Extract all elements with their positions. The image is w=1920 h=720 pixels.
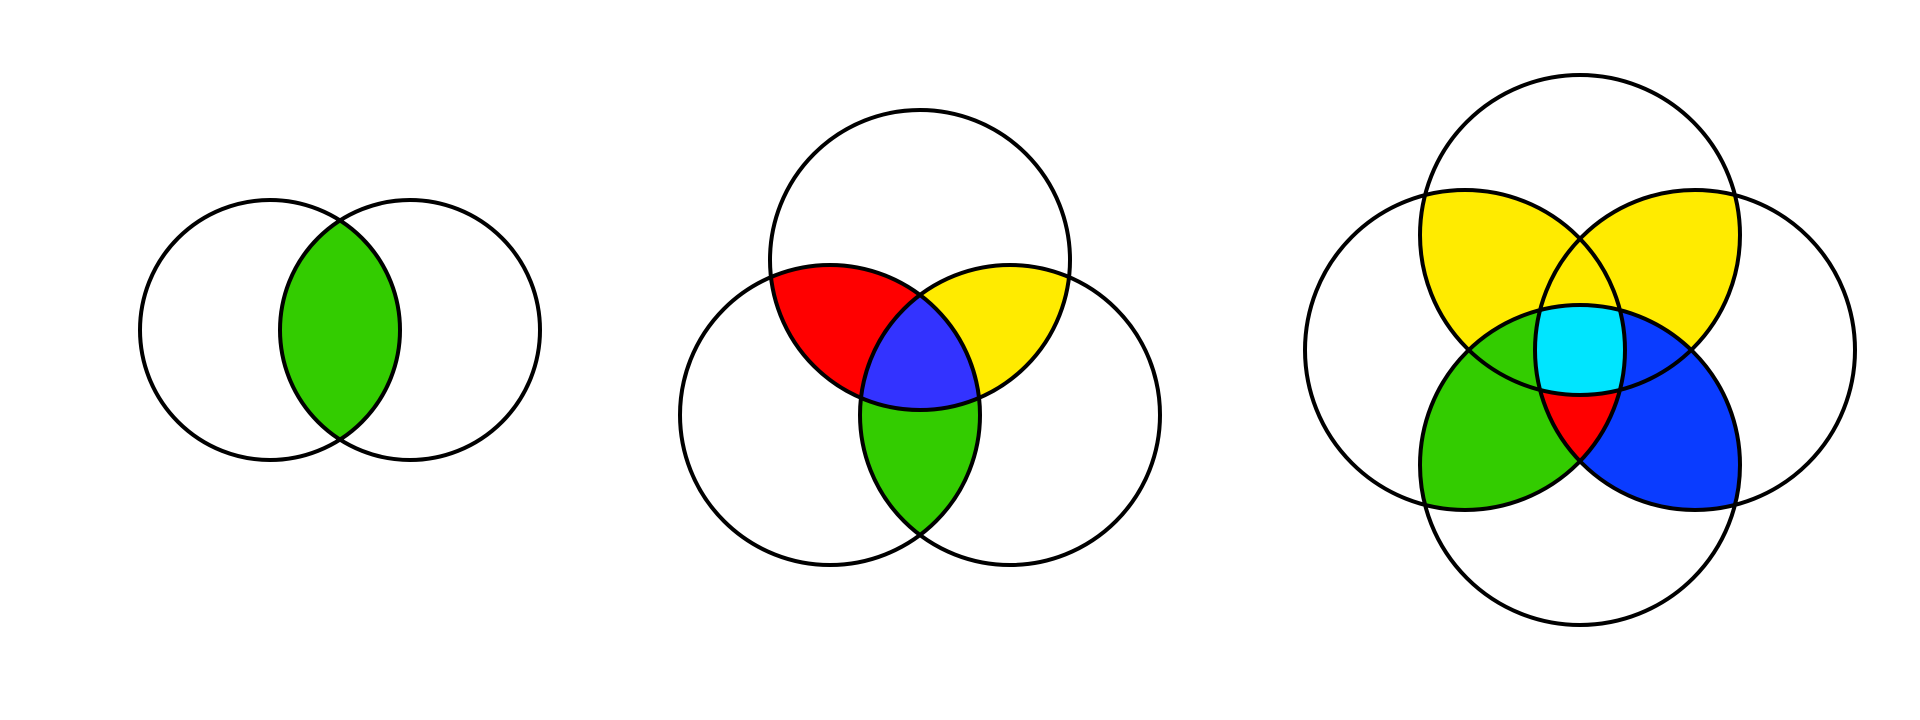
venn-3 — [640, 80, 1200, 640]
venn-4 — [1270, 40, 1890, 660]
venn-4-region-10 — [1535, 305, 1625, 395]
venn-2-region-0 — [280, 220, 400, 439]
venn-2 — [90, 160, 590, 500]
diagram-stage — [0, 0, 1920, 720]
